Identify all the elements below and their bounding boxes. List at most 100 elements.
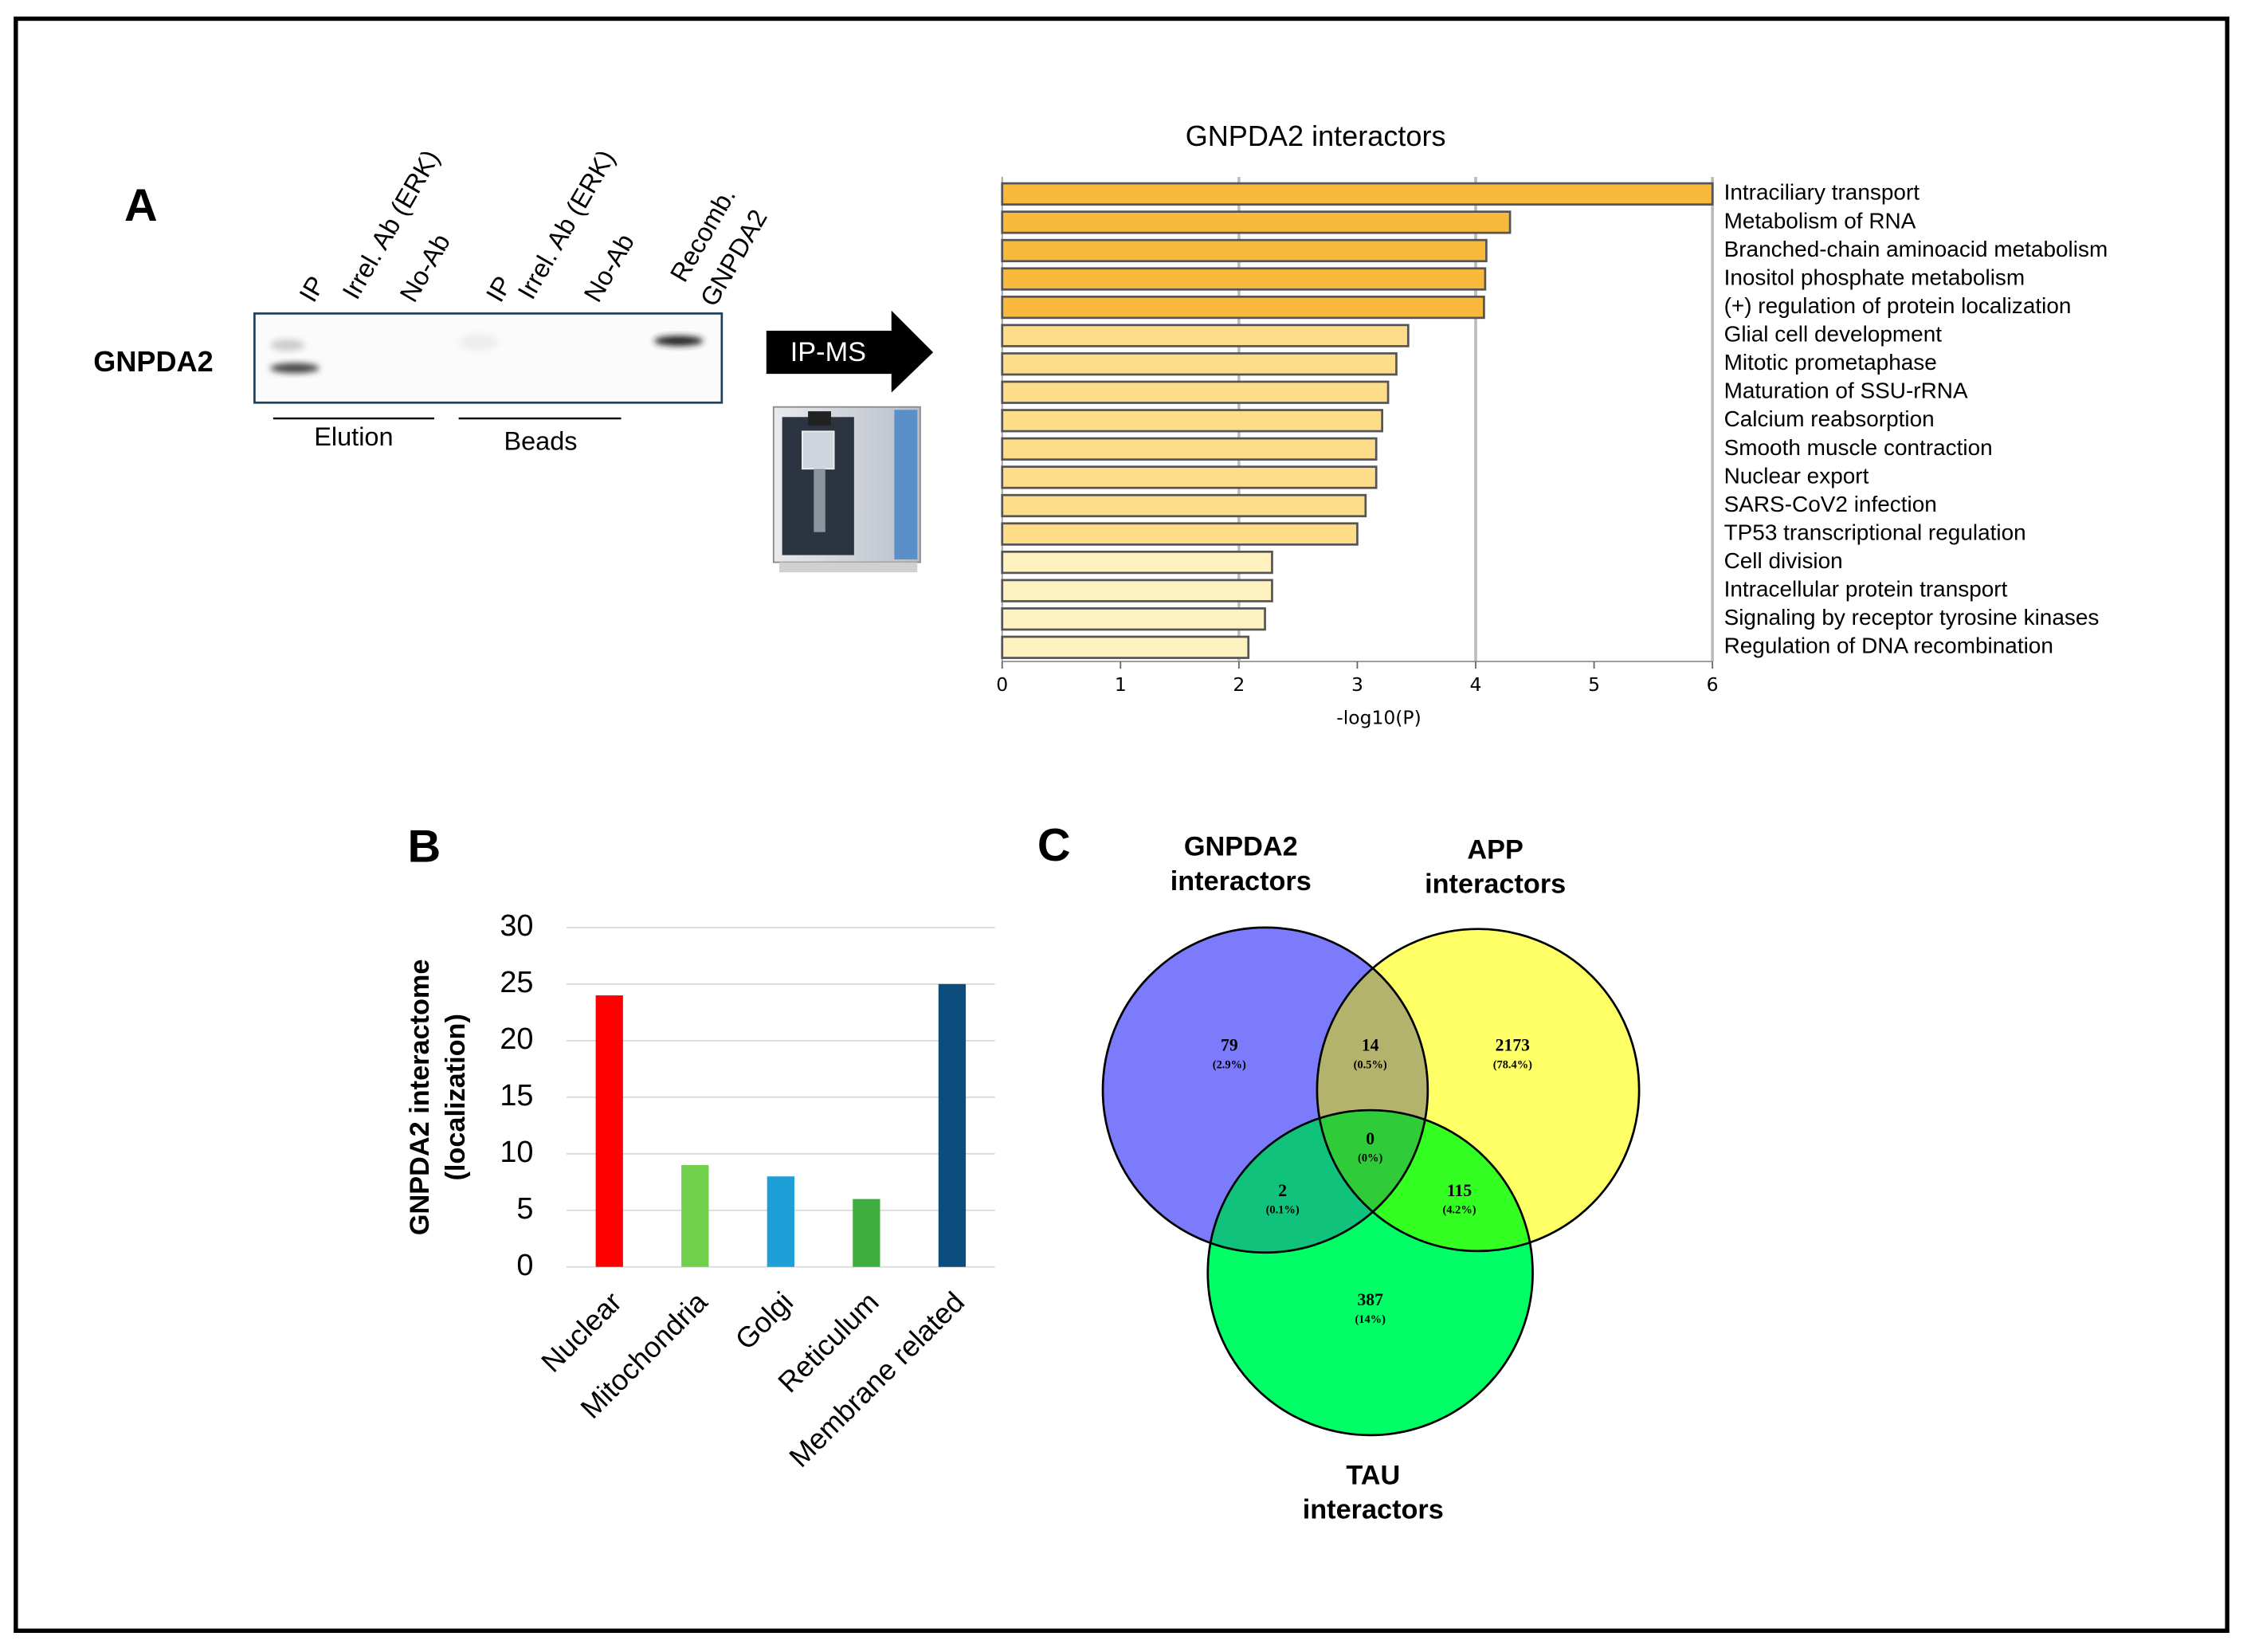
y-tick-label: 0 — [516, 1249, 533, 1282]
category-label: Metabolism of RNA — [1724, 208, 1916, 233]
venn-overlap — [1316, 1110, 1533, 1251]
y-tick-label: 15 — [500, 1079, 533, 1112]
category-label: Intraciliary transport — [1724, 180, 1920, 205]
y-tick-label: 25 — [500, 966, 533, 999]
region-percent: (0.1%) — [1266, 1204, 1300, 1217]
region-percent: (0.5%) — [1354, 1058, 1387, 1071]
region-count: 115 — [1447, 1181, 1472, 1200]
region-percent: (2.9%) — [1213, 1058, 1246, 1071]
x-tick-label: 1 — [1115, 673, 1127, 696]
bar — [1001, 409, 1383, 433]
venn-overlap — [1207, 1110, 1428, 1253]
x-tick-label: 5 — [1588, 673, 1600, 696]
category-label: Regulation of DNA recombination — [1724, 634, 2053, 658]
bar — [1001, 182, 1714, 206]
region-percent: (0%) — [1358, 1152, 1382, 1165]
bar — [853, 1199, 880, 1267]
bar — [1001, 210, 1512, 234]
y-tick-label: 5 — [516, 1192, 533, 1226]
blot-band — [458, 333, 500, 351]
bar — [595, 995, 623, 1267]
set-label: interactors — [1303, 1495, 1444, 1525]
bar — [1001, 380, 1390, 404]
y-tick-label: 30 — [500, 909, 533, 943]
blot-band — [270, 363, 320, 374]
arrow-label: IP-MS — [790, 337, 866, 367]
panel-label: A — [124, 180, 158, 231]
category-label: TP53 transcriptional regulation — [1724, 520, 2026, 544]
category-label: Maturation of SSU-rRNA — [1724, 379, 1968, 403]
bar — [938, 983, 967, 1267]
category-label: Inositol phosphate metabolism — [1724, 265, 2025, 289]
blot-membrane — [253, 312, 723, 404]
region-count: 79 — [1221, 1036, 1238, 1055]
bar — [1001, 635, 1250, 659]
blot-band — [270, 339, 305, 351]
bar — [1001, 550, 1273, 575]
category-label: Cell division — [1724, 548, 1843, 573]
figure-border — [14, 16, 2229, 1633]
bar — [1001, 493, 1367, 518]
bar — [1001, 579, 1273, 602]
venn-outline — [1316, 928, 1641, 1253]
region-percent: (14%) — [1355, 1313, 1386, 1326]
ms-instrument — [772, 406, 921, 573]
region-count: 387 — [1357, 1290, 1383, 1309]
category-label: Intracellular protein transport — [1724, 577, 2008, 602]
x-tick-label: 2 — [1233, 673, 1245, 696]
y-tick-label: 10 — [500, 1136, 533, 1169]
category-label: (+) regulation of protein localization — [1724, 293, 2072, 318]
bar — [767, 1176, 794, 1267]
bar — [1001, 238, 1488, 263]
venn-outline — [1206, 1109, 1534, 1437]
bar — [1001, 267, 1487, 291]
blot-protein-label: GNPDA2 — [93, 345, 213, 378]
set-label: GNPDA2 — [1184, 832, 1298, 862]
venn-outline — [1101, 926, 1429, 1254]
blot-band — [654, 336, 704, 346]
bar — [1001, 295, 1485, 320]
category-label: Nuclear export — [1724, 463, 1869, 488]
bar — [1001, 352, 1398, 376]
x-tick-label: 6 — [1707, 673, 1719, 696]
category-label: Branched-chain aminoacid metabolism — [1724, 237, 2108, 261]
y-axis-label: GNPDA2 interactome — [405, 959, 435, 1236]
bar — [1001, 324, 1410, 347]
region-count: 2173 — [1496, 1036, 1530, 1055]
region-count: 0 — [1366, 1129, 1374, 1148]
lane-label: No-Ab — [394, 229, 456, 307]
set-label: interactors — [1425, 869, 1566, 900]
venn-overlap — [1316, 1110, 1533, 1251]
category-label: Mitotic prometaphase — [1724, 350, 1937, 375]
x-axis-label: -log10(P) — [1336, 707, 1421, 729]
x-tick-label: Golgi — [729, 1285, 800, 1356]
y-axis-label: (localization) — [441, 1014, 471, 1180]
panel-label: B — [407, 822, 441, 873]
category-label: Signaling by receptor tyrosine kinases — [1724, 605, 2100, 630]
bar — [681, 1164, 709, 1267]
panel-label: C — [1037, 820, 1071, 871]
category-label: SARS-CoV2 infection — [1724, 492, 1937, 516]
x-tick-label: 0 — [996, 673, 1008, 696]
lane-label: No-Ab — [578, 229, 640, 307]
region-count: 14 — [1362, 1036, 1379, 1055]
region-percent: (78.4%) — [1493, 1058, 1532, 1071]
y-tick-label: 20 — [500, 1022, 533, 1056]
set-label: APP — [1467, 834, 1523, 865]
lane-label: IP — [293, 271, 331, 307]
x-tick-label: 4 — [1470, 673, 1482, 696]
bar — [1001, 465, 1378, 489]
arrow — [766, 310, 934, 393]
group-label: Elution — [314, 422, 393, 451]
category-label: Smooth muscle contraction — [1724, 435, 1993, 460]
x-tick-label: 3 — [1351, 673, 1363, 696]
region-count: 2 — [1278, 1181, 1287, 1200]
bar — [1001, 607, 1266, 631]
chart-title: GNPDA2 interactors — [1186, 120, 1446, 152]
set-label: TAU — [1346, 1460, 1400, 1490]
set-label: interactors — [1171, 866, 1312, 897]
bar — [1001, 437, 1378, 461]
category-label: Glial cell development — [1724, 322, 1943, 347]
group-label: Beads — [504, 426, 577, 455]
